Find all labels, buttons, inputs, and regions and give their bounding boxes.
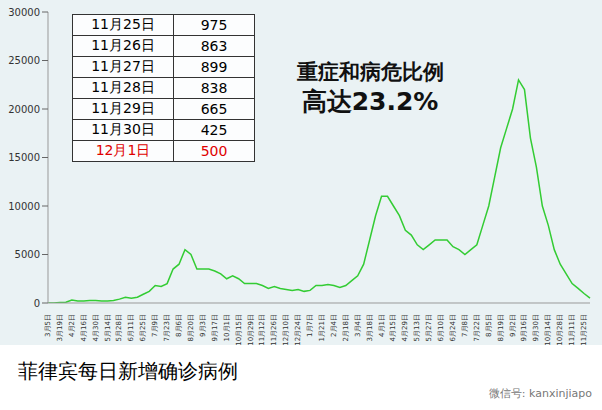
html-text:500: 500 — [200, 143, 228, 159]
svg-text:9月2日: 9月2日 — [509, 314, 517, 337]
svg-text:5000: 5000 — [15, 249, 40, 260]
svg-text:11月26日: 11月26日 — [270, 314, 278, 345]
svg-text:10月15日: 10月15日 — [235, 314, 243, 345]
svg-text:3月5日: 3月5日 — [44, 314, 52, 337]
html-text:11月27日: 11月27日 — [91, 58, 155, 74]
svg-text:9月3日: 9月3日 — [199, 314, 207, 337]
svg-text:10000: 10000 — [8, 201, 40, 212]
svg-text:10月28日: 10月28日 — [556, 314, 564, 345]
svg-text:11月11日: 11月11日 — [568, 314, 576, 345]
html-text:899: 899 — [200, 59, 228, 75]
svg-text:5月28日: 5月28日 — [115, 314, 123, 341]
html-text:高达23.2%: 高达23.2% — [301, 87, 439, 116]
html-text:838: 838 — [200, 80, 228, 96]
html-text:425: 425 — [200, 122, 228, 138]
svg-text:30000: 30000 — [8, 7, 40, 18]
html-text:12月1日: 12月1日 — [95, 142, 151, 158]
svg-text:3月19日: 3月19日 — [56, 314, 64, 341]
html-text:11月26日: 11月26日 — [91, 37, 155, 53]
svg-text:3月18日: 3月18日 — [366, 314, 374, 341]
svg-text:9月30日: 9月30日 — [532, 314, 540, 341]
svg-text:8月20日: 8月20日 — [187, 314, 195, 341]
svg-text:6月11日: 6月11日 — [127, 314, 135, 341]
svg-text:10月1日: 10月1日 — [223, 314, 231, 341]
html-text:11月25日: 11月25日 — [91, 16, 155, 32]
svg-text:2月18日: 2月18日 — [342, 314, 350, 341]
svg-text:8月6日: 8月6日 — [175, 314, 183, 337]
svg-text:1月7日: 1月7日 — [306, 314, 314, 337]
svg-text:4月30日: 4月30日 — [92, 314, 100, 341]
svg-text:7月8日: 7月8日 — [461, 314, 469, 337]
svg-text:5月27日: 5月27日 — [425, 314, 433, 341]
svg-text:6月24日: 6月24日 — [449, 314, 457, 341]
svg-text:5月13日: 5月13日 — [413, 314, 421, 341]
svg-text:3月4日: 3月4日 — [354, 314, 362, 337]
html-text:665: 665 — [200, 101, 228, 117]
svg-text:4月16日: 4月16日 — [80, 314, 88, 341]
svg-text:25000: 25000 — [8, 55, 40, 66]
svg-text:6月10日: 6月10日 — [437, 314, 445, 341]
svg-text:8月5日: 8月5日 — [485, 314, 493, 337]
html-text:菲律宾每日新增确诊病例: 菲律宾每日新增确诊病例 — [18, 359, 238, 383]
html-text:11月29日: 11月29日 — [91, 100, 155, 116]
svg-text:7月22日: 7月22日 — [473, 314, 481, 341]
svg-text:20000: 20000 — [8, 104, 40, 115]
html-text:11月30日: 11月30日 — [91, 121, 155, 137]
svg-text:11月12日: 11月12日 — [258, 314, 266, 345]
svg-text:4月2日: 4月2日 — [68, 314, 76, 337]
svg-text:8月19日: 8月19日 — [497, 314, 505, 341]
html-text:863: 863 — [200, 38, 228, 54]
html-text:975: 975 — [200, 17, 228, 33]
svg-text:6月25日: 6月25日 — [139, 314, 147, 341]
svg-text:4月29日: 4月29日 — [401, 314, 409, 341]
svg-text:10月29日: 10月29日 — [247, 314, 255, 345]
svg-text:7月23日: 7月23日 — [163, 314, 171, 341]
svg-text:9月16日: 9月16日 — [520, 314, 528, 341]
svg-text:5月14日: 5月14日 — [104, 314, 112, 341]
svg-text:2月4日: 2月4日 — [330, 314, 338, 337]
svg-text:1月21日: 1月21日 — [318, 314, 326, 341]
svg-text:9月17日: 9月17日 — [211, 314, 219, 341]
svg-text:0: 0 — [34, 298, 40, 309]
svg-text:10月14日: 10月14日 — [544, 314, 552, 345]
svg-text:11月25日: 11月25日 — [580, 314, 588, 345]
svg-text:4月15日: 4月15日 — [389, 314, 397, 341]
svg-text:15000: 15000 — [8, 152, 40, 163]
html-text:11月28日: 11月28日 — [91, 79, 155, 95]
svg-text:4月1日: 4月1日 — [378, 314, 386, 337]
svg-text:12月10日: 12月10日 — [282, 314, 290, 345]
html-text:重症和病危比例: 重症和病危比例 — [296, 60, 444, 84]
svg-text:7月9日: 7月9日 — [151, 314, 159, 337]
svg-text:12月24日: 12月24日 — [294, 314, 302, 345]
html-text:微信号: kanxinjiapo: 微信号: kanxinjiapo — [488, 387, 592, 400]
